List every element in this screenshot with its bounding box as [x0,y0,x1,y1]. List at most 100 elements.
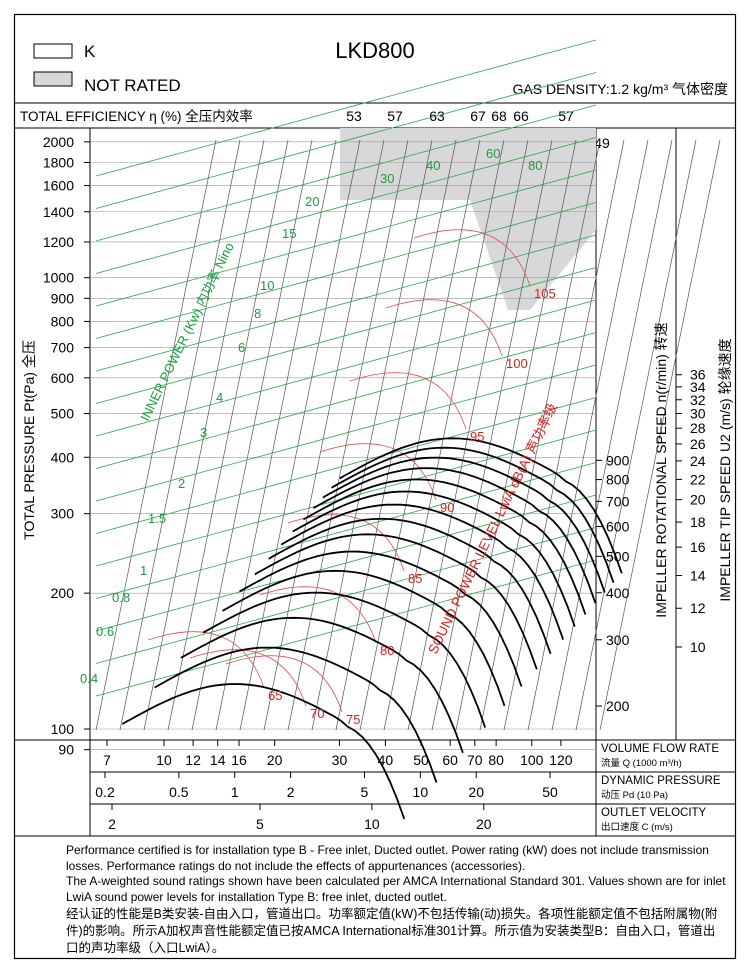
pressure-tick-label: 200 [51,585,75,601]
power-value-label: 1 [140,563,147,578]
tip-speed-tick-label: 30 [690,405,706,421]
sound-value-label: 90 [440,500,454,515]
power-lines [95,39,597,697]
power-line [95,169,597,307]
sound-contour [349,372,467,430]
flow-tick-label: 30 [332,752,348,768]
note-english-2: The A-weighted sound ratings shown have … [66,874,726,904]
pressure-tick-label: 600 [51,370,75,386]
pressure-tick-label: 700 [51,340,75,356]
efficiency-value: 53 [346,108,362,124]
tip-speed-tick-label: 12 [690,600,706,616]
tip-speed-tick-label: 16 [690,539,706,555]
note-english-1: Performance certified is for installatio… [66,843,709,873]
pressure-tick-label: 2000 [43,134,74,150]
power-line [95,72,597,209]
power-line [95,299,597,437]
tip-speed-tick-label: 18 [690,514,706,530]
speed-curve [312,467,597,604]
speed-tick-label: 800 [606,472,630,488]
power-value-label: 0.6 [96,624,114,639]
speed-curves [121,437,623,820]
dynamic-pressure-ticks: 0.2 0.5 1 2 5 10 20 50 [95,772,558,800]
flow-tick-label: 16 [231,752,247,768]
flow-diagonal [311,139,433,731]
flow-diagonal [239,139,361,731]
speed-curve [339,437,623,574]
efficiency-label: TOTAL EFFICIENCY η (%) 全压内效率 [20,108,253,124]
power-value-label: 80 [528,158,542,173]
speed-curve [292,490,576,627]
power-line [95,494,597,632]
speed-curve [154,646,438,783]
legend-not-rated-swatch [33,71,73,87]
pressure-tick-label: 90 [58,742,74,758]
power-line [95,234,597,372]
sound-contour [147,631,265,689]
speed-curve [302,478,587,615]
flow-tick-label: 20 [267,752,283,768]
curve-labels: 0.4 0.6 0.8 1 1.5 2 3 4 6 8 10 15 20 30 40 60 80 65 70 75 80… [80,146,556,727]
sound-contour [413,229,531,287]
sound-value-label: 85 [408,571,422,586]
power-value-label: 60 [486,146,500,161]
flow-diagonal [287,139,409,731]
flow-diagonal [263,139,385,731]
vel-tick-label: 2 [108,816,116,832]
model-title: LKD800 [335,38,415,63]
pressure-tick-label: 1200 [43,234,74,250]
flow-diagonal-lines [95,139,721,731]
flow-tick-label: 40 [378,752,394,768]
flow-diagonal [599,139,721,731]
sound-contour [319,443,437,501]
speed-curve [202,591,487,728]
speed-curve [180,616,464,754]
not-rated-shade [340,128,596,310]
flow-diagonal [215,139,337,731]
efficiency-value: 49 [594,135,610,151]
power-value-label: 4 [216,390,223,405]
power-line [95,137,597,274]
pressure-tick-label: 300 [51,506,75,522]
pd-tick-label: 2 [287,784,295,800]
tip-speed-axis-title: IMPELLER TIP SPEED U2 (m/s) 轮缘速度 [717,338,733,601]
speed-tick-label: 400 [606,585,630,601]
vel-axis-subtitle: 出口速度 C (m/s) [601,821,673,833]
flow-tick-label: 50 [413,752,429,768]
flow-diagonal [119,139,241,731]
vel-axis-title: OUTLET VELOCITY [601,807,707,819]
power-line [95,202,597,339]
flow-diagonal [383,139,505,731]
pd-tick-label: 0.5 [169,784,189,800]
power-value-label: 30 [380,171,394,186]
speed-tick-label: 600 [606,519,630,535]
notes-block: Performance certified is for installatio… [66,843,726,957]
sound-value-label: 70 [310,706,324,721]
vel-tick-label: 20 [476,816,492,832]
flow-diagonal [143,139,265,731]
efficiency-value: 57 [387,108,403,124]
flow-axis-title: VOLUME FLOW RATE [601,743,719,755]
flow-tick-label: 80 [488,752,504,768]
flow-tick-label: 14 [210,752,226,768]
flow-tick-label: 60 [442,752,458,768]
tip-speed-tick-label: 24 [690,453,706,469]
pressure-gridlines [90,141,596,750]
pressure-tick-label: 900 [51,290,75,306]
flow-axis-ticks: 7 10 12 14 16 20 30 40 50 60 70 80 100 120 [103,740,573,768]
power-value-label: 0.8 [112,590,130,605]
speed-curve [280,503,565,640]
flow-diagonal [479,139,601,731]
pd-tick-label: 1 [231,784,239,800]
power-value-label: 15 [282,226,296,241]
pressure-tick-label: 800 [51,313,75,329]
power-line [95,39,597,177]
pd-tick-label: 50 [542,784,558,800]
pd-tick-label: 5 [361,784,369,800]
speed-axis-ticks: 200 300 400 500 600 700 800 900 [596,452,630,714]
sheet-border [13,13,737,960]
tip-speed-tick-label: 14 [690,567,706,583]
legend-k-swatch [33,43,73,59]
power-value-label: 6 [238,340,245,355]
